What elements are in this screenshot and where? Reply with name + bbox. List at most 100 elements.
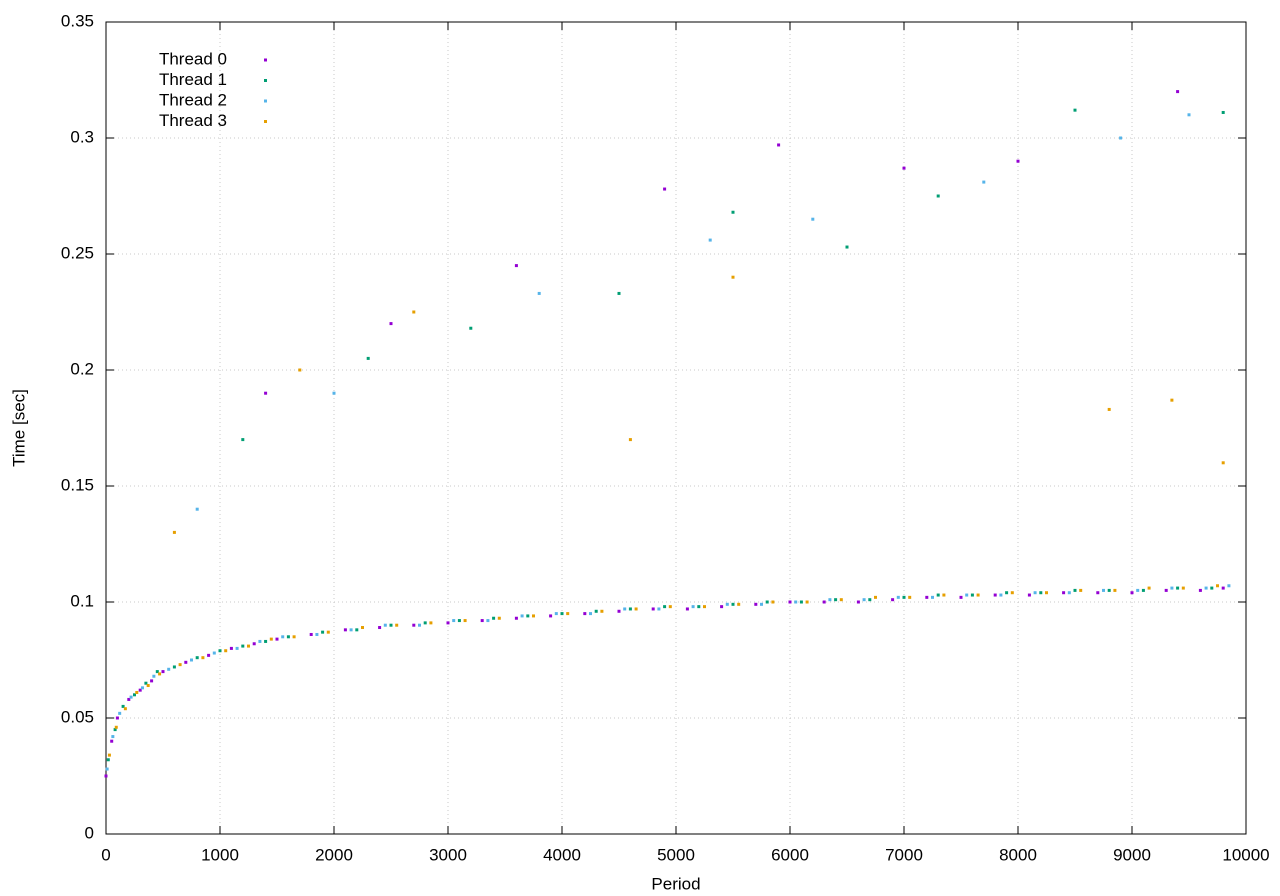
point: [1204, 586, 1208, 590]
point: [628, 438, 632, 442]
point: [423, 621, 427, 625]
point: [708, 238, 712, 242]
point: [1067, 591, 1071, 595]
point: [1181, 586, 1185, 590]
point: [105, 767, 109, 771]
point: [560, 612, 564, 616]
point: [152, 674, 156, 678]
point: [902, 166, 906, 170]
point: [1147, 586, 1151, 590]
point: [412, 310, 416, 314]
point: [212, 651, 216, 655]
point: [383, 623, 387, 627]
point: [805, 600, 809, 604]
point: [111, 735, 115, 739]
point: [229, 646, 233, 650]
point: [754, 602, 758, 606]
point: [492, 616, 496, 620]
point: [167, 667, 171, 671]
point: [976, 593, 980, 597]
point: [1176, 90, 1180, 94]
point: [195, 656, 199, 660]
point: [856, 600, 860, 604]
point: [144, 681, 148, 685]
legend-swatch: [264, 99, 267, 103]
point: [1039, 591, 1043, 595]
point: [286, 635, 290, 639]
point: [1221, 461, 1225, 465]
point: [788, 600, 792, 604]
plot-frame: [105, 21, 1247, 835]
point: [178, 663, 182, 667]
point: [463, 619, 467, 623]
point: [1216, 584, 1219, 588]
point: [184, 660, 188, 664]
point: [113, 728, 117, 732]
point: [868, 598, 872, 602]
point: [931, 595, 934, 599]
point: [118, 711, 122, 715]
point: [158, 672, 162, 676]
point: [594, 609, 598, 613]
point: [697, 605, 701, 609]
point: [532, 614, 535, 618]
point: [925, 595, 929, 599]
point: [1170, 398, 1174, 402]
point: [497, 616, 501, 620]
point: [520, 614, 524, 618]
point: [554, 612, 558, 616]
y-tick-label: 0.2: [70, 359, 94, 378]
point: [315, 632, 319, 636]
point: [106, 758, 110, 762]
point: [896, 595, 900, 599]
point: [771, 600, 775, 604]
point: [657, 607, 661, 611]
point: [1210, 586, 1214, 590]
point: [292, 635, 296, 639]
point: [146, 684, 150, 688]
point: [1130, 591, 1134, 595]
point: [1107, 407, 1111, 411]
point: [309, 632, 313, 636]
x-tick-label: 4000: [543, 845, 581, 864]
legend-label: Thread 2: [159, 90, 227, 109]
point: [252, 642, 256, 646]
point: [999, 593, 1003, 597]
point: [1176, 586, 1180, 590]
point: [138, 688, 142, 692]
point: [526, 614, 530, 618]
point: [549, 614, 553, 618]
point: [469, 326, 473, 330]
point: [104, 774, 108, 778]
y-tick-label: 0.35: [61, 11, 94, 30]
point: [140, 686, 144, 690]
point: [172, 530, 176, 534]
point: [123, 707, 127, 711]
point: [834, 598, 838, 602]
x-tick-label: 1000: [201, 845, 239, 864]
point: [355, 628, 359, 632]
point: [161, 670, 165, 674]
x-tick-label: 3000: [429, 845, 467, 864]
point: [155, 670, 159, 674]
point: [628, 607, 632, 611]
legend-label: Thread 0: [159, 49, 227, 68]
point: [1062, 591, 1066, 595]
y-tick-label: 0.15: [61, 475, 94, 494]
point: [828, 598, 832, 602]
point: [617, 609, 621, 613]
x-tick-label: 7000: [885, 845, 923, 864]
point: [936, 593, 940, 597]
point: [418, 623, 421, 627]
point: [127, 697, 131, 701]
point: [959, 595, 963, 599]
point: [190, 658, 193, 662]
point: [600, 609, 604, 613]
point: [389, 623, 393, 627]
point: [218, 649, 222, 653]
point: [839, 598, 843, 602]
point: [224, 649, 228, 653]
x-tick-label: 5000: [657, 845, 695, 864]
point: [121, 704, 125, 708]
point: [1096, 591, 1100, 595]
